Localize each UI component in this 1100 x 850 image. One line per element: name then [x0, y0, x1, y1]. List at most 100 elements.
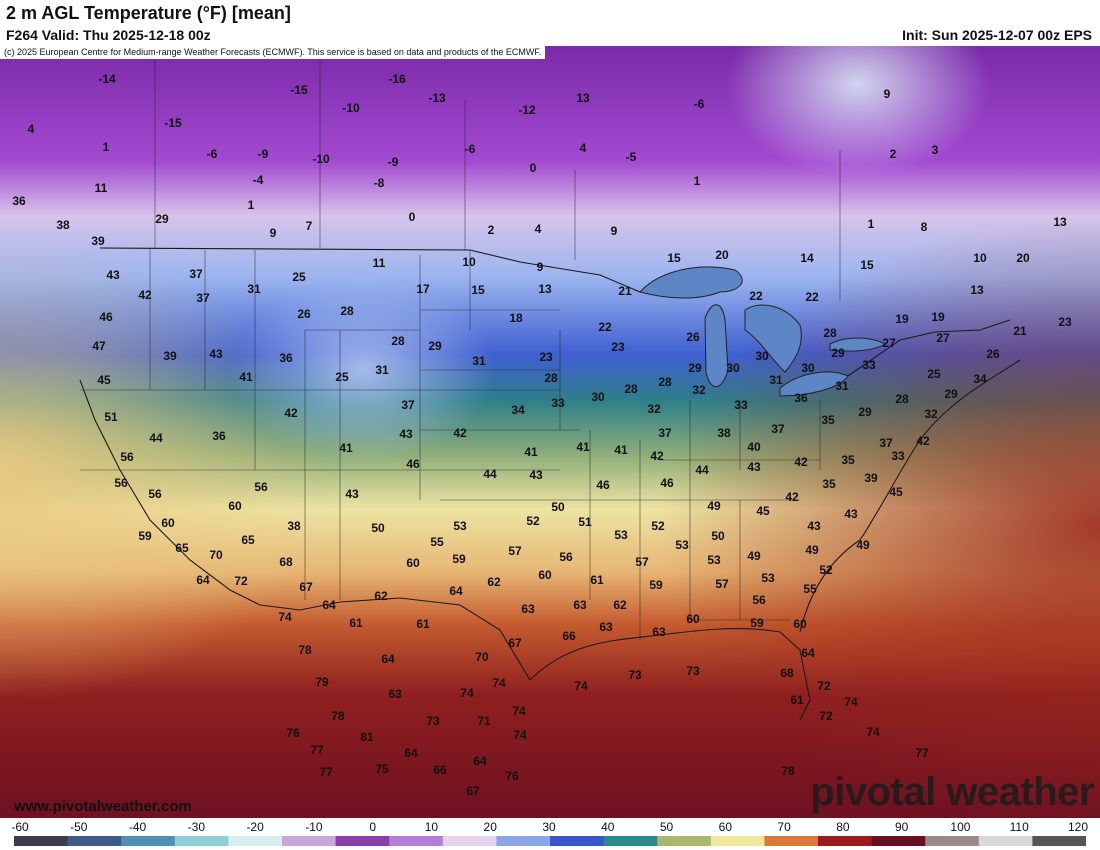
site-url[interactable]: www.pivotalweather.com: [14, 798, 192, 815]
temperature-value: 30: [755, 349, 769, 363]
temperature-value: 66: [562, 629, 576, 643]
temperature-value: 10: [462, 255, 476, 269]
temperature-value: 64: [449, 584, 463, 598]
temperature-value: 40: [747, 440, 761, 454]
temperature-value: 10: [973, 251, 987, 265]
legend-tick-label: -10: [305, 820, 323, 834]
temperature-value: 31: [835, 379, 849, 393]
temperature-value: 62: [374, 589, 388, 603]
temperature-value: 72: [817, 679, 831, 693]
temperature-value: 37: [658, 426, 672, 440]
temperature-value: 42: [916, 434, 930, 448]
temperature-value: 53: [453, 519, 467, 533]
legend-tick-label: 90: [894, 820, 909, 834]
legend-swatch: [67, 836, 122, 846]
temperature-value: 61: [349, 616, 363, 630]
temperature-value: -15: [164, 116, 182, 130]
temperature-value: 28: [340, 304, 354, 318]
temperature-value: 74: [512, 704, 526, 718]
temperature-value: 1: [694, 174, 701, 188]
legend-swatch: [550, 836, 605, 846]
temperature-value: 59: [750, 616, 764, 630]
temperature-value: 73: [426, 714, 440, 728]
legend-swatch: [496, 836, 551, 846]
temperature-value: 41: [339, 441, 353, 455]
temperature-value: 52: [819, 563, 833, 577]
temperature-value: 44: [483, 467, 497, 481]
temperature-value: 64: [322, 598, 336, 612]
legend-tick-label: -30: [187, 820, 205, 834]
temperature-value: 44: [149, 431, 163, 445]
legend-tick-label: -60: [11, 820, 29, 834]
temperature-value: 53: [761, 571, 775, 585]
great-lakes: [639, 266, 887, 397]
temperature-value: 56: [752, 593, 766, 607]
temperature-value: 3: [932, 143, 939, 157]
temperature-value: -6: [694, 97, 705, 111]
legend-swatch: [335, 836, 390, 846]
temperature-value: 53: [675, 538, 689, 552]
temperature-value: 9: [884, 87, 891, 101]
temperature-value: 26: [686, 330, 700, 344]
temperature-value: 53: [707, 553, 721, 567]
temperature-value: 43: [529, 468, 543, 482]
temperature-value: 63: [388, 687, 402, 701]
legend-swatch: [925, 836, 980, 846]
temperature-map: -14 -15 -16 -13 -12 13 -6 9 -10 4 -15 1 -6 -9 -10 -9 -6 4…: [0, 46, 1100, 818]
temperature-value: 4: [535, 222, 542, 236]
temperature-value: 74: [492, 676, 506, 690]
legend-swatch: [657, 836, 712, 846]
temperature-value: 8: [921, 220, 928, 234]
temperature-value: 2: [488, 223, 495, 237]
temperature-value: 46: [660, 476, 674, 490]
header: 2 m AGL Temperature (°F) [mean] F264 Val…: [0, 0, 1100, 46]
state-lines: [80, 248, 821, 640]
temperature-value: 11: [95, 181, 108, 195]
temperature-value: 7: [306, 219, 313, 233]
temperature-value: 28: [895, 392, 909, 406]
temperature-value: 0: [409, 210, 416, 224]
temperature-value: 4: [580, 141, 587, 155]
temperature-value: 23: [1058, 315, 1072, 329]
temperature-value: 27: [882, 336, 896, 350]
temperature-value: 28: [544, 371, 558, 385]
temperature-value: 70: [209, 548, 223, 562]
temperature-value: 43: [345, 487, 359, 501]
temperature-value: 73: [628, 668, 642, 682]
temperature-value: 37: [401, 398, 415, 412]
temperature-value: 76: [505, 769, 519, 783]
temperature-value: 72: [819, 709, 833, 723]
temperature-value: 63: [573, 598, 587, 612]
temperature-value: 60: [686, 612, 700, 626]
temperature-value: 13: [538, 282, 552, 296]
temperature-value: 78: [298, 643, 312, 657]
temperature-value: 29: [155, 212, 169, 226]
temperature-value: 42: [794, 455, 808, 469]
temperature-value: 35: [841, 453, 855, 467]
temperature-value: 61: [590, 573, 604, 587]
temperature-value: 68: [780, 666, 794, 680]
temperature-value: 63: [599, 620, 613, 634]
temperature-value: 60: [538, 568, 552, 582]
temperature-value: 60: [228, 499, 242, 513]
init-time: Init: Sun 2025-12-07 00z EPS: [902, 27, 1092, 43]
temperature-value: 42: [650, 449, 664, 463]
legend-swatch: [710, 836, 765, 846]
temperature-value: 42: [785, 490, 799, 504]
temperature-value: 66: [433, 763, 447, 777]
temperature-value: 29: [858, 405, 872, 419]
legend-swatch: [442, 836, 497, 846]
temperature-value: 46: [99, 310, 113, 324]
legend-swatch: [871, 836, 926, 846]
temperature-value: -4: [253, 173, 264, 187]
temperature-value: 22: [749, 289, 763, 303]
temperature-value: 35: [821, 413, 835, 427]
temperature-value: 13: [576, 91, 590, 105]
legend-swatch: [603, 836, 658, 846]
temperature-value: 41: [524, 445, 538, 459]
temperature-value: 64: [801, 646, 815, 660]
legend-swatch: [1032, 836, 1086, 846]
temperature-value: 22: [805, 290, 819, 304]
temperature-value: 9: [537, 260, 544, 274]
